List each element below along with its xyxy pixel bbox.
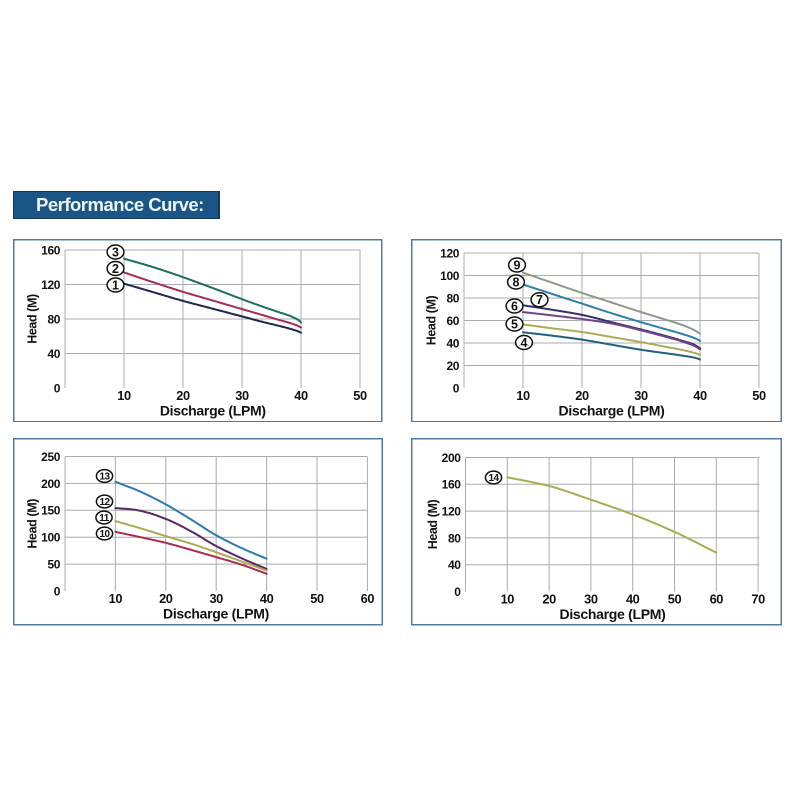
svg-text:20: 20: [542, 591, 556, 606]
svg-text:13: 13: [99, 472, 110, 483]
svg-text:10: 10: [99, 529, 110, 540]
svg-text:Head (M): Head (M): [26, 293, 40, 343]
svg-text:0: 0: [54, 381, 61, 395]
svg-text:150: 150: [41, 504, 61, 518]
svg-text:40: 40: [693, 387, 707, 402]
svg-text:0: 0: [453, 381, 460, 395]
svg-text:30: 30: [209, 591, 223, 606]
svg-text:30: 30: [584, 591, 598, 606]
svg-text:Head (M): Head (M): [425, 295, 439, 345]
svg-text:50: 50: [752, 387, 766, 402]
svg-text:60: 60: [446, 313, 459, 327]
svg-text:50: 50: [353, 387, 367, 402]
svg-text:20: 20: [159, 591, 173, 606]
svg-text:5: 5: [511, 317, 518, 331]
svg-text:50: 50: [47, 558, 60, 572]
svg-text:40: 40: [259, 591, 273, 606]
svg-text:60: 60: [360, 591, 374, 606]
svg-text:80: 80: [448, 531, 461, 545]
svg-text:40: 40: [626, 591, 640, 606]
svg-text:Discharge (LPM): Discharge (LPM): [163, 606, 269, 622]
svg-text:40: 40: [448, 558, 461, 572]
svg-text:Head (M): Head (M): [426, 499, 440, 549]
svg-text:250: 250: [41, 450, 61, 464]
svg-text:12: 12: [99, 497, 110, 508]
svg-text:120: 120: [442, 505, 462, 519]
svg-text:2: 2: [112, 261, 119, 275]
svg-text:80: 80: [47, 312, 60, 326]
svg-text:6: 6: [511, 299, 518, 313]
svg-text:40: 40: [446, 336, 459, 350]
svg-text:0: 0: [53, 584, 60, 598]
svg-text:30: 30: [634, 387, 648, 402]
svg-text:11: 11: [99, 513, 110, 524]
svg-text:Head (M): Head (M): [25, 499, 39, 549]
svg-text:200: 200: [442, 451, 462, 465]
svg-text:7: 7: [536, 293, 543, 307]
svg-text:14: 14: [488, 473, 499, 484]
svg-text:50: 50: [668, 591, 682, 606]
svg-text:10: 10: [117, 387, 131, 402]
svg-text:40: 40: [47, 346, 60, 360]
svg-text:20: 20: [176, 387, 190, 402]
svg-text:10: 10: [516, 387, 530, 402]
svg-text:160: 160: [442, 478, 462, 492]
svg-text:8: 8: [513, 275, 520, 289]
svg-text:20: 20: [575, 387, 589, 402]
svg-text:40: 40: [294, 387, 308, 402]
svg-text:0: 0: [454, 585, 461, 599]
svg-text:4: 4: [521, 335, 528, 349]
svg-text:9: 9: [514, 258, 521, 272]
svg-text:70: 70: [751, 591, 765, 606]
svg-text:10: 10: [501, 591, 515, 606]
svg-text:Discharge (LPM): Discharge (LPM): [160, 402, 266, 418]
svg-text:200: 200: [41, 477, 61, 491]
svg-text:3: 3: [112, 245, 119, 259]
svg-text:Discharge (LPM): Discharge (LPM): [560, 606, 666, 622]
svg-text:10: 10: [108, 591, 122, 606]
svg-text:160: 160: [41, 243, 61, 257]
svg-text:20: 20: [446, 358, 459, 372]
svg-text:1: 1: [112, 278, 119, 292]
svg-text:60: 60: [710, 591, 724, 606]
svg-text:120: 120: [41, 277, 61, 291]
svg-text:100: 100: [440, 268, 460, 282]
svg-text:Discharge (LPM): Discharge (LPM): [559, 402, 665, 418]
svg-text:50: 50: [310, 591, 324, 606]
svg-text:80: 80: [446, 291, 459, 305]
svg-text:100: 100: [41, 531, 61, 545]
svg-text:120: 120: [440, 246, 460, 260]
svg-text:30: 30: [235, 387, 249, 402]
